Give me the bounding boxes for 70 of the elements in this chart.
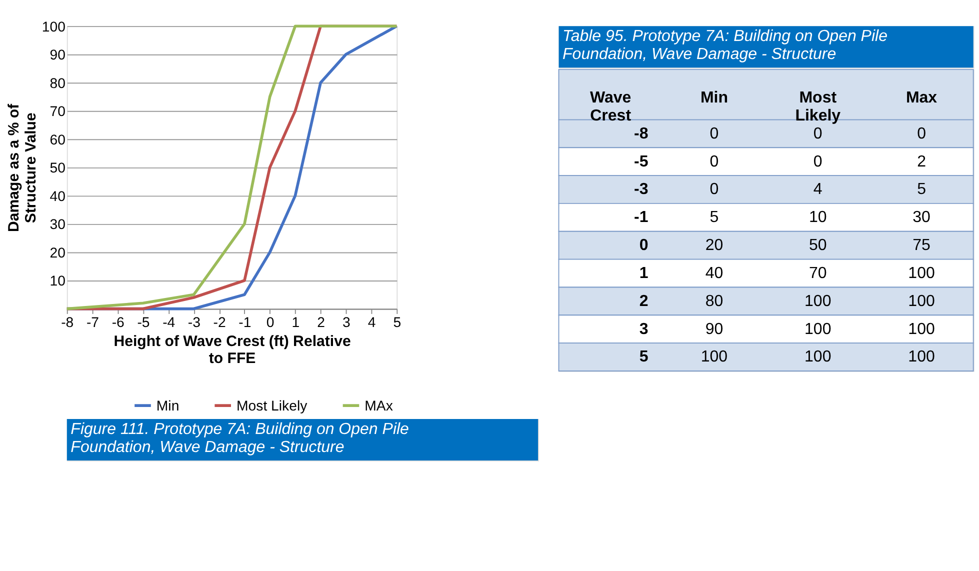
x-tick-label: -4 xyxy=(162,314,176,330)
data-label: 50 xyxy=(808,237,827,254)
y-tick-label: -3 xyxy=(634,181,648,198)
y-tick-label: 60 xyxy=(50,131,66,148)
data-label: 0 xyxy=(710,125,719,142)
caption: Figure 111. Prototype 7A: Building on Open Pile Foundation, Wave Damage - Structure xyxy=(70,421,410,456)
y-tick-label: 2 xyxy=(639,292,648,310)
data-label: 0 xyxy=(710,153,719,170)
legend-label: Most Likely xyxy=(236,397,308,414)
y-tick-label: 30 xyxy=(50,216,66,232)
data-label: 100 xyxy=(908,348,935,366)
data-label: 20 xyxy=(705,237,724,254)
x-tick-label: -1 xyxy=(238,314,252,330)
x-tick-label: -2 xyxy=(213,314,226,330)
x-tick-label: Most Likely xyxy=(795,90,841,125)
data-label: 0 xyxy=(917,125,926,142)
y-tick-label: 1 xyxy=(639,264,648,282)
data-label: 100 xyxy=(804,320,832,338)
data-label: 40 xyxy=(705,264,724,282)
y-tick-label: 0 xyxy=(639,237,648,254)
x-tick-label: 4 xyxy=(368,314,376,330)
x-tick-label: 2 xyxy=(317,314,326,330)
data-label: 0 xyxy=(813,125,822,142)
y-tick-label: 70 xyxy=(50,103,66,120)
data-label: 100 xyxy=(908,292,935,310)
data-label: 10 xyxy=(808,209,827,226)
x-tick-label: 1 xyxy=(292,314,300,330)
y-axis-title: Damage as a % of Structure Value xyxy=(5,102,40,232)
legend-label: Min xyxy=(156,397,180,414)
x-tick-label: 3 xyxy=(342,314,350,330)
y-tick-label: -1 xyxy=(634,209,648,226)
data-label: 100 xyxy=(804,292,832,310)
x-axis-title: Height of Wave Crest (ft) Relative to FFE xyxy=(114,333,351,367)
chart-title: Table 95. Prototype 7A: Building on Open Pile Foundation, Wave Damage - Structure xyxy=(562,28,888,64)
data-label: 5 xyxy=(710,209,719,226)
x-tick-label: -5 xyxy=(137,314,150,330)
data-label: 100 xyxy=(804,348,832,366)
data-label: 0 xyxy=(813,153,822,170)
y-tick-label: 90 xyxy=(50,46,66,63)
data-label: 80 xyxy=(705,292,724,310)
y-tick-label: 5 xyxy=(639,348,648,366)
data-label: 0 xyxy=(710,181,719,198)
y-tick-label: 20 xyxy=(50,244,66,260)
x-tick-label: -7 xyxy=(86,314,100,330)
data-label: 100 xyxy=(700,348,728,366)
y-tick-label: 100 xyxy=(42,18,66,34)
data-label: 5 xyxy=(917,181,926,198)
x-tick-label: -6 xyxy=(112,314,125,330)
y-axis-title: Wave Crest xyxy=(590,90,632,125)
x-tick-label: 5 xyxy=(393,314,402,330)
y-tick-label: -5 xyxy=(634,153,648,170)
line-series xyxy=(65,24,398,310)
x-tick-label: -3 xyxy=(188,314,201,330)
legend-label: MAx xyxy=(364,397,393,414)
data-label: 2 xyxy=(917,153,926,170)
x-tick-label: Max xyxy=(906,90,938,107)
y-tick-label: 40 xyxy=(50,188,66,204)
y-tick-label: 80 xyxy=(50,74,66,91)
y-tick-label: 50 xyxy=(50,160,66,176)
data-label: 30 xyxy=(912,209,931,226)
data-label: 90 xyxy=(705,320,724,338)
y-tick-label: 10 xyxy=(50,272,66,289)
data-label: 70 xyxy=(808,264,827,282)
data-label: 100 xyxy=(908,320,935,338)
x-tick-label: 0 xyxy=(266,314,274,330)
data-label: 75 xyxy=(912,237,931,254)
y-tick-label: -8 xyxy=(634,125,648,142)
x-tick-label: Min xyxy=(700,90,728,107)
data-label: 4 xyxy=(813,181,822,198)
data-label: 100 xyxy=(908,264,935,282)
